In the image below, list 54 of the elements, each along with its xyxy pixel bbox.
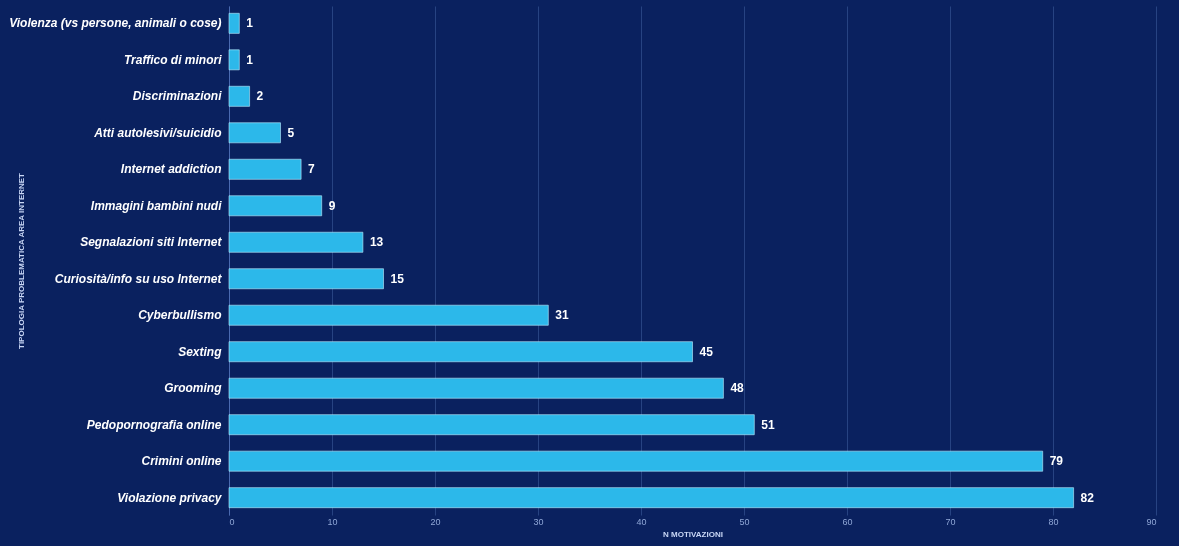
x-tick-label: 0 <box>229 516 235 527</box>
y-tick-label: Internet addiction <box>120 162 222 177</box>
data-label: 13 <box>369 235 384 250</box>
bar <box>228 49 240 71</box>
x-tick-label: 70 <box>945 516 956 527</box>
data-label: 48 <box>730 381 745 396</box>
data-label: 1 <box>246 16 254 31</box>
bar <box>228 487 1074 508</box>
y-tick-label: Atti autolesivi/suicidio <box>93 125 222 140</box>
bar <box>228 268 384 290</box>
data-label: 9 <box>328 198 336 213</box>
data-label: 2 <box>256 89 264 104</box>
x-tick-label: 20 <box>430 516 441 527</box>
data-label: 51 <box>761 417 775 432</box>
data-label: 15 <box>390 271 405 286</box>
data-label: 79 <box>1049 454 1064 469</box>
x-axis-title: N MOTIVAZIONI <box>663 529 723 539</box>
bar <box>228 195 322 217</box>
y-tick-label: Curiosità/info su uso Internet <box>54 271 223 286</box>
data-label: 1 <box>246 52 254 67</box>
bar <box>228 450 1043 472</box>
y-tick-label: Traffico di minori <box>123 52 223 67</box>
x-tick-label: 10 <box>327 516 338 527</box>
data-label: 45 <box>699 344 714 359</box>
bar <box>228 414 755 436</box>
data-label: 31 <box>555 308 569 323</box>
y-axis-title: TIPOLOGIA PROBLEMATICA AREA INTERNET <box>16 172 26 349</box>
y-tick-label: Crimini online <box>141 454 222 469</box>
y-tick-label: Segnalazioni siti Internet <box>80 235 223 250</box>
y-tick-label: Sexting <box>178 344 223 359</box>
bar <box>228 13 240 34</box>
bar <box>228 304 549 326</box>
x-tick-label: 30 <box>533 516 544 527</box>
x-tick-label: 90 <box>1146 516 1157 527</box>
bar <box>228 377 724 399</box>
data-label: 5 <box>287 125 295 140</box>
y-tick-label: Pedopornografia online <box>86 417 222 432</box>
bar <box>228 158 302 180</box>
y-tick-label: Violazione privacy <box>117 490 223 505</box>
y-tick-label: Grooming <box>164 381 223 396</box>
y-tick-label: Cyberbullismo <box>138 308 222 323</box>
data-label: 7 <box>308 162 316 177</box>
x-tick-label: 50 <box>739 516 750 527</box>
bar <box>228 341 693 363</box>
x-tick-label: 80 <box>1048 516 1059 527</box>
bar <box>228 231 364 253</box>
bar <box>228 85 250 107</box>
x-tick-label: 40 <box>636 516 647 527</box>
data-label: 82 <box>1080 490 1095 505</box>
x-tick-label: 60 <box>842 516 853 527</box>
y-tick-label: Violenza (vs persone, animali o cose) <box>9 16 222 31</box>
y-tick-label: Discriminazioni <box>132 89 223 104</box>
bar <box>228 122 281 144</box>
y-tick-label: Immagini bambini nudi <box>90 198 223 213</box>
